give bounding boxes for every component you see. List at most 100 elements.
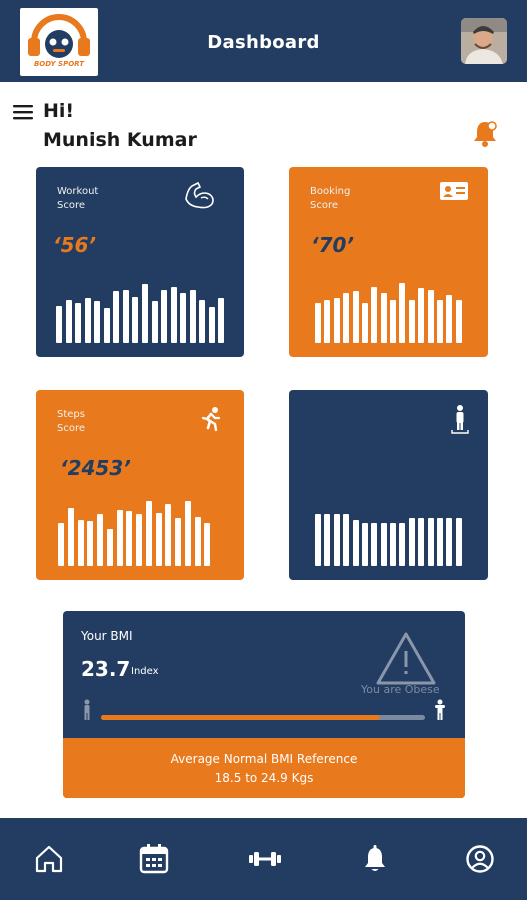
graph-bar [94, 301, 100, 343]
graph-bar [104, 308, 110, 343]
posture-bar-graph [315, 494, 465, 566]
card-label-line2: Score [57, 200, 86, 211]
graph-bar [324, 300, 330, 343]
warning-triangle-icon [375, 631, 437, 687]
workout-bar-graph [56, 271, 228, 343]
home-icon[interactable] [33, 843, 65, 875]
card-label-line2: Score [57, 423, 86, 434]
graph-bar [428, 290, 434, 343]
graph-bar [446, 295, 452, 343]
page-title: Dashboard [207, 32, 320, 53]
graph-bar [142, 284, 148, 343]
graph-bar [195, 517, 201, 566]
bmi-unit: Index [131, 666, 159, 677]
profile-icon[interactable] [464, 843, 496, 875]
graph-bar [136, 514, 142, 566]
card-label: Booking Score [310, 185, 350, 213]
graph-bar [399, 283, 405, 343]
steps-score-card[interactable]: Steps Score ‘2453’ [36, 390, 244, 580]
steps-bar-graph [58, 494, 214, 566]
bmi-reference-range: 18.5 to 24.9 Kgs [214, 771, 314, 785]
app-header: BODY SPORT Dashboard [0, 0, 527, 82]
bmi-reference-banner: Average Normal BMI Reference 18.5 to 24.… [63, 738, 465, 798]
app-logo[interactable]: BODY SPORT [20, 8, 98, 76]
graph-bar [437, 518, 443, 566]
graph-bar [334, 514, 340, 566]
graph-bar [185, 501, 191, 566]
card-label-line1: Steps [57, 409, 85, 420]
graph-bar [117, 510, 123, 566]
graph-bar [353, 291, 359, 343]
user-avatar-icon [461, 18, 507, 64]
graph-bar [418, 518, 424, 566]
graph-bar [315, 303, 321, 343]
bmi-reference-title: Average Normal BMI Reference [170, 752, 358, 766]
flexed-arm-icon [182, 179, 218, 211]
graph-bar [362, 523, 368, 566]
graph-bar [58, 523, 64, 566]
bottom-navigation [0, 818, 527, 900]
bmi-progress-fill [101, 715, 380, 720]
booking-bar-graph [315, 271, 465, 343]
graph-bar [156, 513, 162, 566]
booking-score-card[interactable]: Booking Score ‘70’ [289, 167, 488, 357]
graph-bar [381, 523, 387, 566]
calendar-icon[interactable] [138, 843, 170, 875]
graph-bar [324, 514, 330, 566]
workout-score-card[interactable]: Workout Score ‘56’ [36, 167, 244, 357]
card-label: Steps Score [57, 408, 85, 436]
graph-bar [126, 511, 132, 566]
graph-bar [381, 293, 387, 343]
graph-bar [218, 298, 224, 343]
graph-bar [152, 301, 158, 343]
graph-bar [66, 300, 72, 343]
running-person-icon [198, 406, 234, 438]
hamburger-menu-icon[interactable] [13, 104, 33, 120]
wide-person-icon [433, 699, 447, 721]
bell-icon[interactable] [359, 843, 391, 875]
graph-bar [409, 518, 415, 566]
dumbbell-icon[interactable] [248, 843, 281, 875]
bmi-title: Your BMI [81, 629, 133, 643]
graph-bar [68, 508, 74, 566]
workout-score-value: ‘56’ [53, 233, 97, 257]
steps-score-value: ‘2453’ [60, 456, 131, 480]
headphone-mascot-logo-icon [28, 14, 90, 58]
card-label-line1: Booking [310, 186, 351, 197]
id-card-icon [439, 181, 475, 213]
graph-bar [315, 514, 321, 566]
graph-bar [456, 300, 462, 343]
graph-bar [204, 523, 210, 566]
graph-bar [56, 306, 62, 343]
graph-bar [343, 514, 349, 566]
standing-person-icon [449, 404, 485, 436]
graph-bar [107, 529, 113, 566]
logo-text: BODY SPORT [33, 60, 85, 68]
bmi-progress-track [101, 715, 425, 720]
graph-bar [418, 288, 424, 343]
graph-bar [456, 518, 462, 566]
notification-bell-icon[interactable] [470, 118, 500, 148]
graph-bar [123, 290, 129, 343]
graph-bar [113, 291, 119, 343]
graph-bar [75, 303, 81, 343]
card-label-line1: Workout [57, 186, 99, 197]
graph-bar [180, 293, 186, 343]
avatar[interactable] [461, 18, 507, 64]
graph-bar [171, 287, 177, 343]
graph-bar [409, 300, 415, 343]
graph-bar [446, 518, 452, 566]
graph-bar [399, 523, 405, 566]
graph-bar [437, 300, 443, 343]
card-label: Workout Score [57, 185, 98, 213]
graph-bar [390, 300, 396, 343]
graph-bar [175, 518, 181, 566]
user-name: Munish Kumar [43, 129, 197, 151]
posture-score-card[interactable] [289, 390, 488, 580]
bmi-value: 23.7 [81, 657, 131, 681]
graph-bar [362, 303, 368, 343]
graph-bar [209, 307, 215, 343]
greeting-text: Hi! [43, 100, 75, 122]
graph-bar [343, 293, 349, 343]
graph-bar [146, 501, 152, 566]
